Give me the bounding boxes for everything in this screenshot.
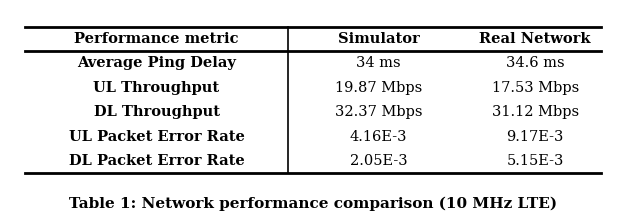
Text: 32.37 Mbps: 32.37 Mbps: [335, 105, 423, 119]
Text: 31.12 Mbps: 31.12 Mbps: [491, 105, 579, 119]
Text: DL Packet Error Rate: DL Packet Error Rate: [69, 154, 244, 168]
Text: Simulator: Simulator: [338, 32, 419, 46]
Text: 9.17E-3: 9.17E-3: [506, 129, 564, 144]
Text: Table 1: Network performance comparison (10 MHz LTE): Table 1: Network performance comparison …: [69, 197, 557, 211]
Text: Real Network: Real Network: [480, 32, 591, 46]
Text: 19.87 Mbps: 19.87 Mbps: [335, 81, 423, 95]
Text: DL Throughput: DL Throughput: [93, 105, 220, 119]
Text: 5.15E-3: 5.15E-3: [506, 154, 564, 168]
Text: 34 ms: 34 ms: [356, 56, 401, 70]
Text: 17.53 Mbps: 17.53 Mbps: [491, 81, 579, 95]
Text: 34.6 ms: 34.6 ms: [506, 56, 565, 70]
Text: 2.05E-3: 2.05E-3: [350, 154, 408, 168]
Text: 4.16E-3: 4.16E-3: [350, 129, 408, 144]
Text: Average Ping Delay: Average Ping Delay: [77, 56, 236, 70]
Text: UL Packet Error Rate: UL Packet Error Rate: [69, 129, 244, 144]
Text: Performance metric: Performance metric: [74, 32, 239, 46]
Text: UL Throughput: UL Throughput: [93, 81, 220, 95]
